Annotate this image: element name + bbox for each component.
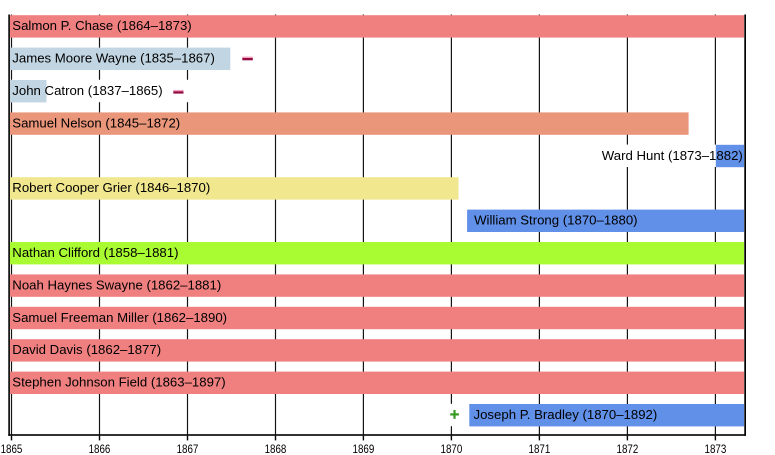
svg-text:1871: 1871	[529, 443, 551, 455]
svg-text:1868: 1868	[265, 443, 287, 455]
svg-text:Ward Hunt (1873–1882): Ward Hunt (1873–1882)	[602, 148, 743, 163]
svg-text:1865: 1865	[1, 443, 23, 455]
svg-text:Samuel Nelson (1845–1872): Samuel Nelson (1845–1872)	[12, 115, 180, 130]
svg-text:John Catron (1837–1865): John Catron (1837–1865)	[12, 83, 162, 98]
svg-text:Stephen Johnson Field (1863–18: Stephen Johnson Field (1863–1897)	[12, 375, 225, 390]
svg-text:William Strong (1870–1880): William Strong (1870–1880)	[474, 213, 637, 228]
svg-text:Samuel Freeman Miller (1862–18: Samuel Freeman Miller (1862–1890)	[12, 310, 227, 325]
svg-text:James Moore Wayne (1835–1867): James Moore Wayne (1835–1867)	[12, 51, 215, 66]
svg-text:Nathan Clifford (1858–1881): Nathan Clifford (1858–1881)	[12, 245, 178, 260]
svg-text:Joseph P. Bradley (1870–1892): Joseph P. Bradley (1870–1892)	[474, 407, 658, 422]
svg-text:David Davis (1862–1877): David Davis (1862–1877)	[12, 342, 161, 357]
svg-text:1870: 1870	[441, 443, 463, 455]
svg-text:Noah Haynes Swayne (1862–1881): Noah Haynes Swayne (1862–1881)	[12, 277, 221, 292]
svg-text:Robert Cooper Grier (1846–1870: Robert Cooper Grier (1846–1870)	[12, 180, 210, 195]
svg-text:1872: 1872	[617, 443, 639, 455]
svg-text:1869: 1869	[353, 443, 375, 455]
svg-text:Salmon P. Chase (1864–1873): Salmon P. Chase (1864–1873)	[12, 18, 191, 33]
svg-text:1873: 1873	[705, 443, 727, 455]
svg-text:1867: 1867	[177, 443, 199, 455]
svg-text:1866: 1866	[89, 443, 111, 455]
